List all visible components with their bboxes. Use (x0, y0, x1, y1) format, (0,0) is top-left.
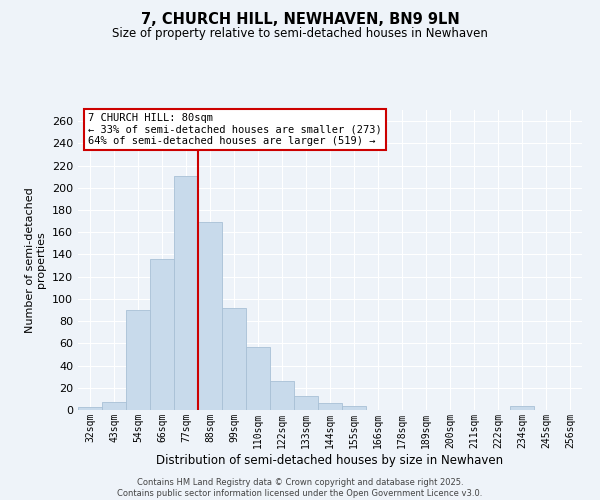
Text: Size of property relative to semi-detached houses in Newhaven: Size of property relative to semi-detach… (112, 28, 488, 40)
Text: 7, CHURCH HILL, NEWHAVEN, BN9 9LN: 7, CHURCH HILL, NEWHAVEN, BN9 9LN (140, 12, 460, 28)
Text: 7 CHURCH HILL: 80sqm
← 33% of semi-detached houses are smaller (273)
64% of semi: 7 CHURCH HILL: 80sqm ← 33% of semi-detac… (88, 113, 382, 146)
Bar (294, 396, 318, 410)
Bar (174, 176, 198, 410)
Bar (150, 259, 174, 410)
Bar (246, 346, 270, 410)
Bar (198, 222, 222, 410)
Bar (342, 406, 366, 410)
Bar (102, 402, 126, 410)
Bar (318, 404, 342, 410)
Bar (126, 310, 150, 410)
Bar (510, 406, 534, 410)
Bar (222, 308, 246, 410)
Y-axis label: Number of semi-detached
properties: Number of semi-detached properties (25, 187, 46, 333)
Bar (270, 381, 294, 410)
X-axis label: Distribution of semi-detached houses by size in Newhaven: Distribution of semi-detached houses by … (157, 454, 503, 466)
Text: Contains HM Land Registry data © Crown copyright and database right 2025.
Contai: Contains HM Land Registry data © Crown c… (118, 478, 482, 498)
Bar (78, 406, 102, 410)
